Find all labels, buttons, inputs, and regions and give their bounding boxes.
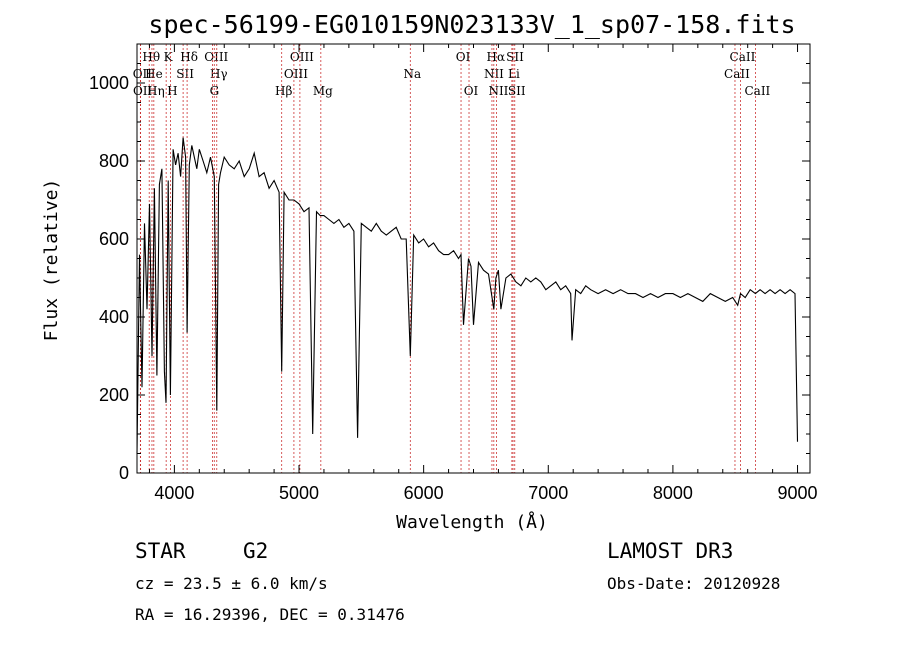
marker-label-19: Hα [487,50,506,64]
x-tick-label: 8000 [653,483,693,503]
y-tick-label: 400 [99,307,129,327]
marker-label-2: OII [133,84,153,98]
y-tick-label: 800 [99,151,129,171]
marker-label-26: CaII [724,67,750,81]
marker-label-8: Hδ [180,50,198,64]
y-tick-label: 200 [99,385,129,405]
marker-label-7: SII [176,67,194,81]
x-tick-label: 4000 [154,483,194,503]
x-tick-label: 5000 [279,483,319,503]
marker-label-16: Na [403,67,421,81]
marker-label-27: CaII [744,84,770,98]
marker-label-12: Hβ [275,84,292,98]
coordinates: RA = 16.29396, DEC = 0.31476 [135,605,405,624]
marker-label-4: Hη [147,84,165,98]
marker-label-17: OI [456,50,471,64]
marker-label-5: K [164,50,174,64]
y-axis-label: Flux (relative) [41,179,62,342]
x-tick-label: 6000 [404,483,444,503]
y-tick-label: 0 [119,463,129,483]
marker-label-11: G [210,84,220,98]
marker-label-14: OIII [284,67,308,81]
x-axis-label: Wavelength (Å) [396,511,548,533]
object-class: STAR [135,539,186,563]
marker-label-13: OIII [290,50,314,64]
marker-label-1: OII [133,67,153,81]
marker-label-24: SII [508,84,526,98]
marker-label-10: Hγ [210,67,228,81]
object-subclass: G2 [243,539,268,563]
marker-label-0: Hθ [142,50,160,64]
redshift-text: cz = 23.5 ± 6.0 km/s [135,574,328,593]
marker-label-15: Mg [313,84,333,98]
obs-date: Obs-Date: 20120928 [607,574,780,593]
chart-title: spec-56199-EG010159N023133V_1_sp07-158.f… [148,10,795,39]
plot-frame [136,43,811,474]
spectrum-line [136,137,799,454]
x-axis-ticks: 4000 5000 6000 7000 8000 9000 [148,44,818,503]
marker-label-25: CaII [730,50,756,64]
x-tick-label: 9000 [778,483,818,503]
marker-label-6: H [167,84,177,98]
spectrum-series [136,137,799,454]
marker-label-20: NII [484,67,504,81]
marker-label-18: OI [464,84,479,98]
y-axis-ticks: 0 200 400 600 800 1000 [89,43,810,483]
y-tick-label: 1000 [89,73,129,93]
marker-label-23: Li [508,67,520,81]
survey-name: LAMOST DR3 [607,539,733,563]
marker-label-21: NII [488,84,508,98]
x-tick-label: 7000 [528,483,568,503]
y-tick-label: 600 [99,229,129,249]
